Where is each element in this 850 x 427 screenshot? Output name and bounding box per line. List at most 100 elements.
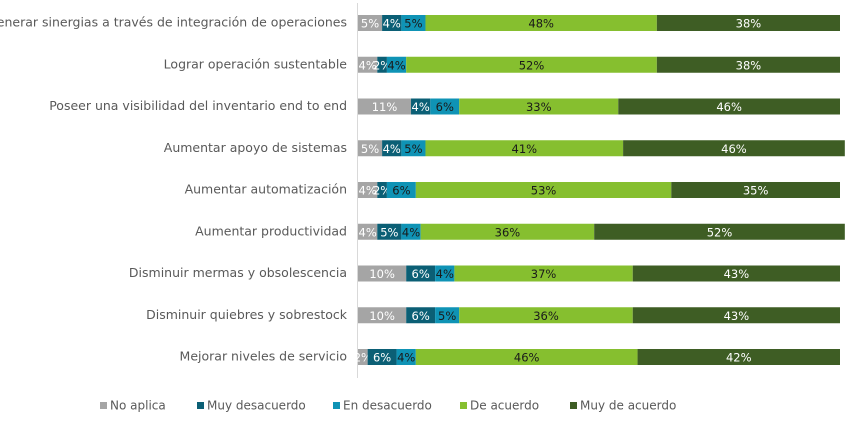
bar-segment — [358, 15, 383, 31]
bar-segment — [435, 265, 455, 282]
value-label: 46% — [716, 100, 742, 114]
bar-segment — [386, 182, 416, 198]
value-label: 37% — [531, 267, 557, 281]
value-label: 41% — [512, 142, 538, 156]
bar-segment — [377, 56, 387, 73]
value-label: 2% — [354, 351, 372, 365]
value-label: 6% — [412, 309, 430, 323]
value-label: 52% — [519, 58, 545, 72]
value-label: 6% — [436, 100, 454, 114]
bar-segment — [358, 349, 368, 365]
bar-segment — [382, 140, 402, 157]
value-label: 2% — [373, 58, 391, 72]
legend-swatch — [197, 402, 204, 409]
value-label: 6% — [392, 184, 410, 198]
value-label: 10% — [369, 309, 395, 323]
bar-segment — [358, 307, 407, 324]
category-label: Disminuir mermas y obsolescencia — [129, 265, 347, 280]
value-label: 6% — [373, 351, 391, 365]
bar-segment — [406, 56, 657, 73]
value-label: 4% — [402, 225, 420, 239]
value-label: 5% — [361, 142, 379, 156]
bar-segment — [377, 182, 387, 198]
legend-swatch — [460, 402, 467, 409]
category-label: Aumentar apoyo de sistemas — [164, 140, 347, 155]
bar-segment — [459, 307, 633, 324]
bar-segment — [358, 140, 383, 157]
bar-segment — [623, 140, 845, 157]
bar-segment — [386, 56, 407, 73]
bar-segment — [406, 265, 436, 282]
bar-segment — [367, 349, 397, 365]
bar-segment — [377, 223, 402, 240]
bar-segment — [632, 307, 840, 324]
category-label: Aumentar productividad — [195, 223, 347, 238]
bar-segment — [632, 265, 840, 282]
value-label: 46% — [721, 142, 747, 156]
value-label: 4% — [436, 267, 454, 281]
bar-segment — [401, 223, 421, 240]
value-label: 48% — [528, 17, 554, 31]
value-label: 5% — [438, 309, 456, 323]
bar-segment — [454, 265, 633, 282]
legend-label: Muy desacuerdo — [207, 399, 306, 413]
value-label: 38% — [736, 17, 762, 31]
legend-swatch — [333, 402, 340, 409]
bar-segment — [656, 15, 840, 31]
bar-segment — [358, 223, 378, 240]
bar-segment — [382, 15, 402, 31]
value-label: 4% — [387, 58, 405, 72]
value-label: 46% — [514, 351, 540, 365]
bar-segment — [594, 223, 845, 240]
value-label: 36% — [495, 225, 521, 239]
value-label: 4% — [383, 17, 401, 31]
value-label: 4% — [397, 351, 415, 365]
bar-segment — [358, 265, 407, 282]
legend-label: No aplica — [110, 399, 166, 413]
value-label: 36% — [533, 309, 559, 323]
bar-segment — [396, 349, 416, 365]
category-label: Aumentar automatización — [185, 182, 347, 197]
bar-segment — [406, 307, 436, 324]
value-label: 4% — [359, 58, 377, 72]
value-label: 43% — [724, 309, 750, 323]
value-label: 4% — [383, 142, 401, 156]
bar-segment — [637, 349, 840, 365]
value-label: 5% — [380, 225, 398, 239]
bar-segment — [358, 98, 412, 115]
value-label: 4% — [359, 225, 377, 239]
bar-segment — [358, 182, 378, 198]
value-label: 42% — [726, 351, 752, 365]
bar-segment — [459, 98, 619, 115]
bar-segment — [415, 182, 672, 198]
value-label: 10% — [369, 267, 395, 281]
legend-swatch — [570, 402, 577, 409]
bar-segment — [671, 182, 840, 198]
value-label: 35% — [743, 184, 769, 198]
value-label: 43% — [724, 267, 750, 281]
value-label: 33% — [526, 100, 552, 114]
category-label: Generar sinergias a través de integració… — [0, 15, 347, 30]
category-label: Poseer una visibilidad del inventario en… — [49, 98, 347, 113]
bar-segment — [420, 223, 595, 240]
value-label: 5% — [361, 17, 379, 31]
value-label: 4% — [359, 184, 377, 198]
bar-segment — [430, 98, 460, 115]
value-label: 53% — [531, 184, 557, 198]
bar-segment — [425, 15, 657, 31]
value-label: 4% — [412, 100, 430, 114]
bar-segment — [401, 15, 426, 31]
bar-segment — [618, 98, 840, 115]
bar-segment — [411, 98, 431, 115]
legend-label: En desacuerdo — [343, 399, 432, 413]
bar-segment — [656, 56, 840, 73]
value-label: 6% — [412, 267, 430, 281]
value-label: 5% — [404, 142, 422, 156]
bar-segment — [358, 56, 378, 73]
bar-segment — [401, 140, 426, 157]
legend-label: De acuerdo — [470, 399, 539, 413]
legend-label: Muy de acuerdo — [580, 399, 676, 413]
value-label: 52% — [707, 225, 733, 239]
category-label: Lograr operación sustentable — [164, 56, 348, 71]
